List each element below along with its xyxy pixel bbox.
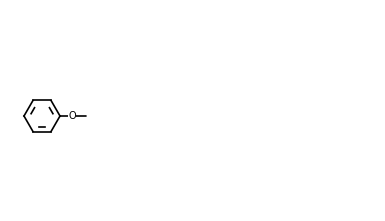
- Text: O: O: [68, 111, 76, 121]
